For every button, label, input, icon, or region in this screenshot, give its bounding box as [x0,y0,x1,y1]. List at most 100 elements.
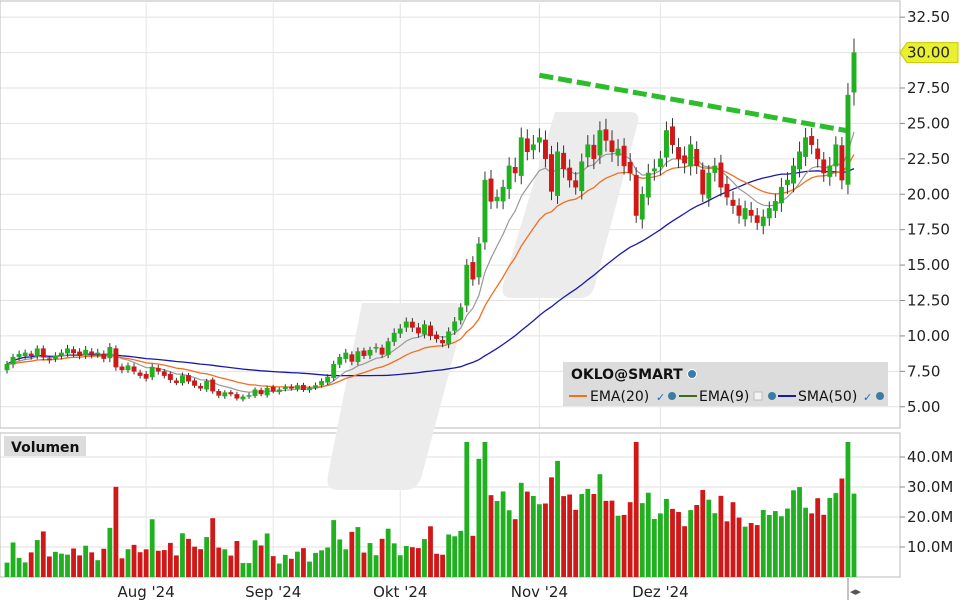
candle-body [155,368,161,372]
candle-body [742,208,748,220]
candle [59,349,64,360]
candle [797,141,802,178]
arrow-right-icon[interactable]: ◂▸ [850,585,862,598]
candle-body [482,179,488,243]
volume-bar [131,544,137,577]
candle [137,369,143,379]
candle [77,348,83,360]
volume-bar [113,486,119,577]
candle [107,343,113,363]
candle [736,198,742,224]
candle [839,137,845,190]
candle [458,303,464,325]
candle [222,390,228,399]
settings-icon[interactable] [768,392,776,400]
candle [149,363,155,381]
price-axis: 32.50 30.00 27.50 25.00 22.50 20.00 17.50 15.00… [900,8,950,416]
candle-body [204,381,210,390]
candle [627,153,633,181]
settings-icon[interactable] [668,392,676,400]
volume-bar [252,540,258,577]
candle [706,165,712,207]
candle-body [754,215,760,223]
candle-body [664,130,669,158]
volume-bar [216,547,222,577]
candle [204,378,210,392]
candle [742,200,748,227]
candle [476,237,482,285]
price-tick-label: 15.00 [907,256,950,274]
candle-body [500,186,506,202]
volume-bar [198,549,203,577]
volume-bar [736,517,742,577]
volume-bar [180,533,185,577]
candle-body [294,385,300,390]
volume-bar [107,527,113,577]
candle-body [821,159,827,174]
candle [337,353,343,369]
candle-body [700,169,706,195]
volume-bar [101,548,107,577]
volume-bar [343,549,349,577]
candle-body [657,158,663,168]
volume-bar [428,526,433,577]
volume-bar [694,504,700,577]
volume-bar [724,521,730,577]
candle-body [682,155,688,164]
candle [664,121,669,167]
volume-bar [476,458,482,577]
volume-bar [276,563,282,577]
candle [851,38,857,106]
candle [778,178,784,212]
candle [403,317,409,332]
candle [216,389,222,399]
candle-body [452,321,458,331]
candle-body [827,165,833,177]
volume-bar [676,511,681,577]
price-tick-label: 20.00 [907,185,950,203]
volume-bar [700,489,706,577]
candle [113,345,119,371]
candle-body [276,389,282,393]
volume-bar [422,539,427,577]
volume-bar [222,549,228,577]
volume-bar [803,507,808,577]
volume-bar [458,530,464,577]
volume-bar [125,549,131,577]
volume-bar [712,513,718,577]
candle [730,191,736,214]
candle-body [591,144,597,160]
volume-bar [192,546,197,577]
candle-body [101,353,107,359]
candle-body [422,324,427,335]
volume-bar [537,504,542,577]
volume-bar [766,514,772,577]
candle-body [639,194,645,220]
candle [65,344,70,357]
candle [434,331,440,343]
check-icon[interactable]: ✓ [656,391,665,404]
candle [428,321,433,341]
volume-bar [670,508,675,577]
candle-body [264,388,270,396]
candle [536,128,542,153]
check-icon[interactable]: ✓ [863,391,872,404]
settings-icon[interactable] [876,392,884,400]
volume-bar [549,477,554,577]
candle-body [46,358,52,361]
candle-body [567,167,573,181]
candle [415,322,421,338]
candle-body [603,129,609,141]
volume-bar [754,525,760,577]
symbol-settings-icon[interactable] [687,369,697,379]
candle [16,350,22,361]
candle [748,201,754,223]
volume-bar [149,519,155,577]
candle-body [107,347,113,359]
checkbox-icon[interactable] [753,391,763,401]
candle-body [234,394,240,399]
candle-body [688,144,694,167]
candle [482,171,488,250]
candle-body [778,186,784,204]
candle-body [446,331,452,345]
